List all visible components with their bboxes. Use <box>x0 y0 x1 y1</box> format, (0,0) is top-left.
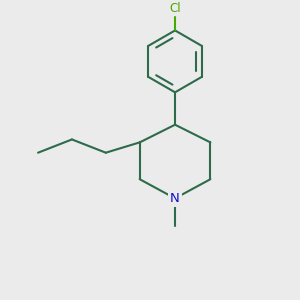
Text: N: N <box>170 192 180 205</box>
Text: Cl: Cl <box>169 2 181 15</box>
